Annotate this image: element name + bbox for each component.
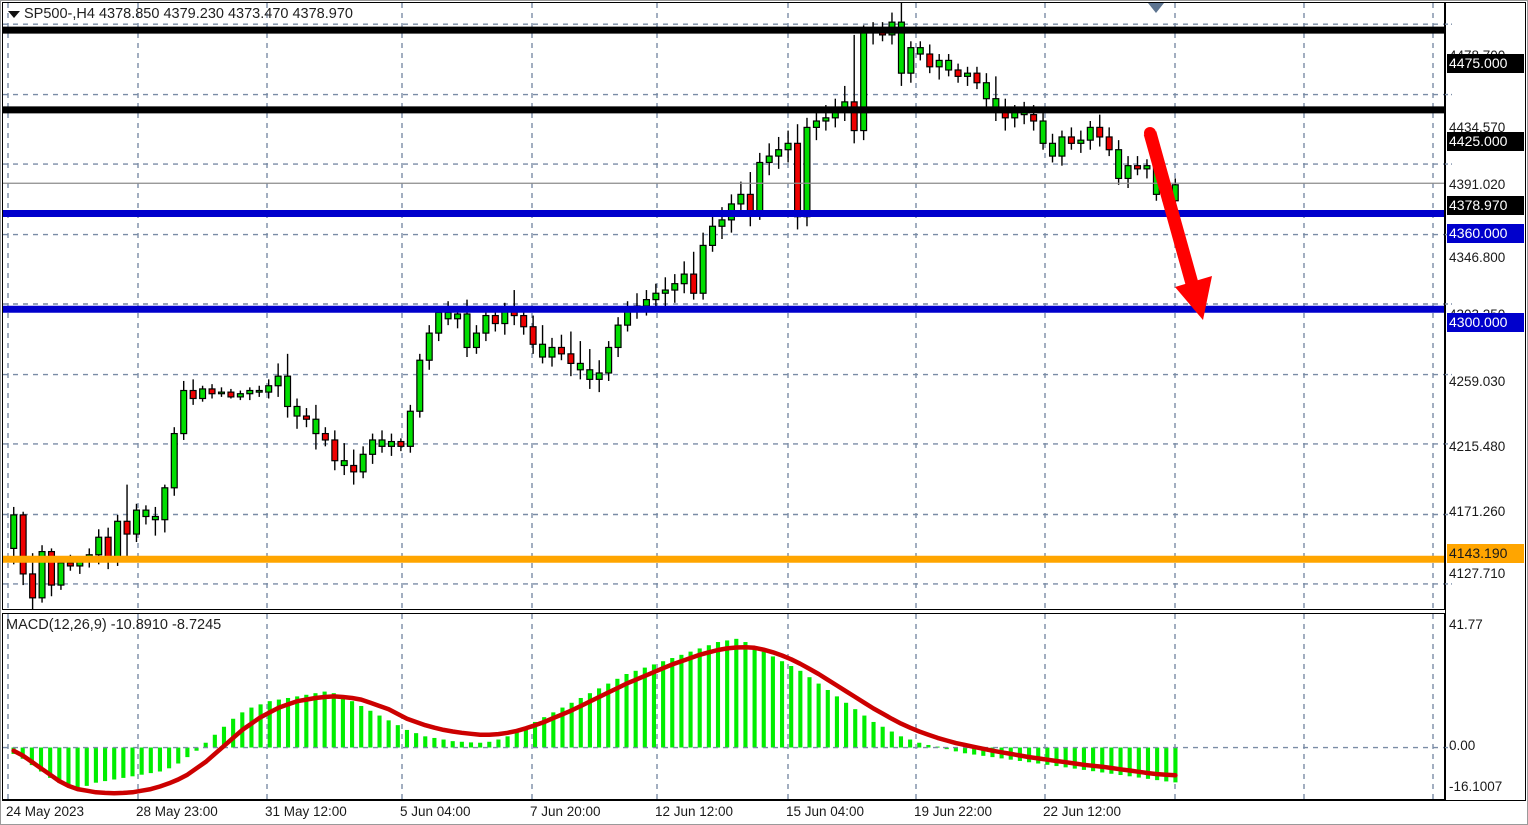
time-axis-tick-label: 19 Jun 22:00 <box>914 804 993 819</box>
price-axis-tick-label: 4259.030 <box>1449 374 1506 389</box>
time-axis-tick-label: 12 Jun 12:00 <box>655 804 734 819</box>
price-axis-tick-label: 4391.020 <box>1449 177 1506 192</box>
time-axis-tick-label: 24 May 2023 <box>6 804 85 819</box>
price-axis-tag[interactable]: 4143.190 <box>1447 544 1524 563</box>
price-axis-tick-label: 4215.480 <box>1449 439 1506 454</box>
price-axis-tick-label: 4434.570 <box>1449 120 1506 135</box>
price-axis-tag[interactable]: 4360.000 <box>1447 224 1524 243</box>
time-axis-tick-label: 28 May 23:00 <box>136 804 218 819</box>
macd-axis-tick-label: 41.77 <box>1449 617 1483 632</box>
price-axis-tick-label: 4346.800 <box>1449 250 1506 265</box>
macd-axis-tick-label: -16.1007 <box>1449 779 1503 794</box>
macd-header-label: MACD(12,26,9) -10.8910 -8.7245 <box>6 617 222 633</box>
time-axis-tick-label: 7 Jun 20:00 <box>530 804 601 819</box>
time-axis-tick-label: 31 May 12:00 <box>265 804 347 819</box>
chevron-down-icon[interactable] <box>8 11 20 18</box>
macd-axis-tick-label: 0.00 <box>1449 738 1476 753</box>
price-axis-tag[interactable]: 4425.000 <box>1447 132 1524 151</box>
price-axis-tag[interactable]: 4475.000 <box>1447 54 1524 73</box>
price-axis-tick-label: 4171.260 <box>1449 504 1506 519</box>
price-axis-tick-label: 4127.710 <box>1449 566 1506 581</box>
price-axis-tag[interactable]: 4378.970 <box>1447 196 1524 215</box>
time-axis-strip[interactable] <box>2 800 1526 825</box>
time-axis-tick-label: 5 Jun 04:00 <box>400 804 471 819</box>
price-axis-tag[interactable]: 4300.000 <box>1447 313 1524 332</box>
triangle-down-marker-icon <box>1148 3 1164 13</box>
time-axis-tick-label: 15 Jun 04:00 <box>786 804 865 819</box>
time-axis-tick-label: 22 Jun 12:00 <box>1043 804 1122 819</box>
symbol-header-label: SP500-,H4 4378.850 4379.230 4373.470 437… <box>24 6 353 22</box>
